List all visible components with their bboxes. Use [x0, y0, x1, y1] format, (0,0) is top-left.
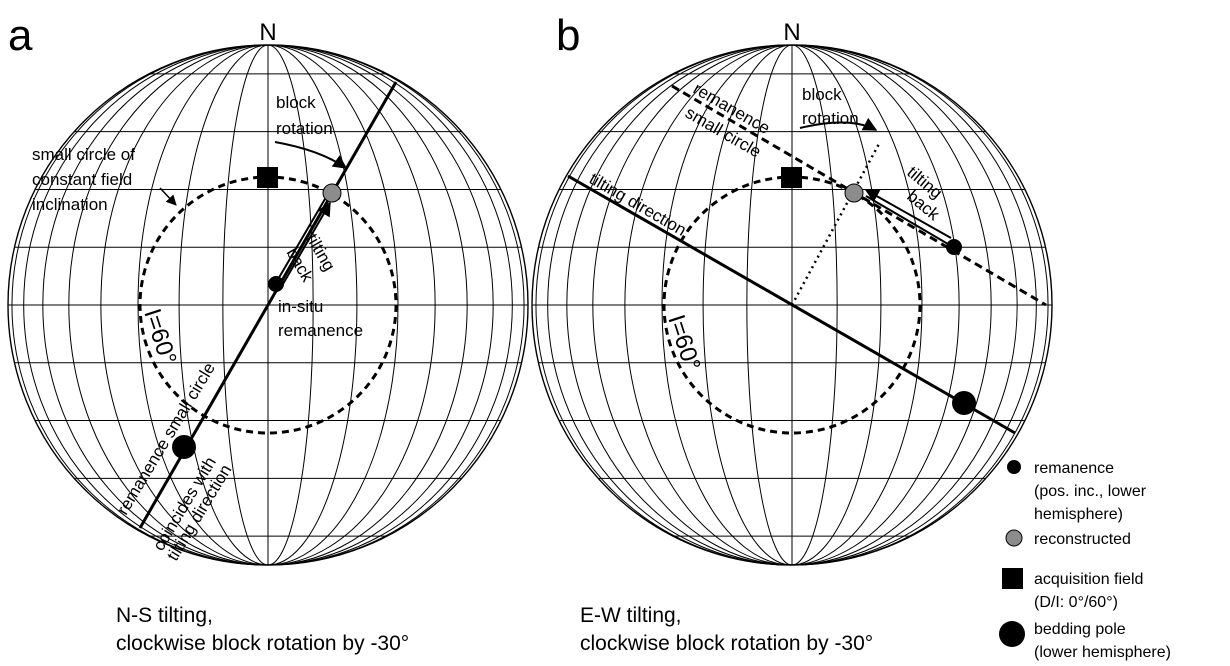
legend-acquisition-symbol — [1002, 568, 1023, 589]
legend-bedding-label-1: bedding pole — [1034, 621, 1126, 638]
dotted-reference-line-b — [790, 141, 882, 306]
insitu-label-a-2: remanence — [278, 321, 363, 340]
legend-acquisition-label-2: (D/I: 0°/60°) — [1034, 594, 1118, 611]
legend-bedding-label-2: (lower hemisphere) — [1034, 644, 1171, 661]
legend: remanence (pos. inc., lower hemisphere) … — [999, 460, 1171, 661]
panel-b-letter: b — [556, 11, 580, 60]
reconstructed-point-b — [844, 183, 864, 203]
caption-a-2: clockwise block rotation by -30° — [116, 632, 409, 655]
stereonet-grid-a — [7, 44, 529, 566]
bedding-pole-point-a — [172, 435, 196, 459]
block-rotation-label-a-2: rotation — [276, 119, 333, 138]
small-circle-label-a-1: small circle of — [32, 145, 135, 164]
legend-reconstructed-label: reconstructed — [1034, 531, 1131, 548]
legend-acquisition-label-1: acquisition field — [1034, 571, 1143, 588]
panel-a-letter: a — [8, 11, 33, 60]
block-rotation-arrow-b — [799, 117, 878, 131]
panel-a-north-label: N — [259, 19, 276, 46]
legend-remanence-label-1: remanence — [1034, 460, 1114, 477]
insitu-remanence-point-a — [268, 276, 284, 292]
block-rotation-arrow-a — [274, 141, 348, 169]
panel-b-north-label: N — [783, 19, 800, 46]
reconstructed-point-a — [322, 183, 342, 203]
legend-reconstructed-symbol — [1005, 529, 1023, 547]
legend-remanence-label-2: (pos. inc., lower — [1034, 483, 1147, 500]
legend-remanence-symbol — [1007, 460, 1021, 474]
caption-b-2: clockwise block rotation by -30° — [580, 632, 873, 655]
panel-a: a N block rotation small circle of const… — [7, 11, 529, 655]
legend-bedding-symbol — [999, 621, 1025, 647]
tilting-back-arrow-b — [865, 195, 949, 245]
block-rotation-label-b-2: rotation — [802, 109, 859, 128]
legend-remanence-label-3: hemisphere) — [1034, 506, 1123, 523]
block-rotation-label-a-1: block — [276, 93, 316, 112]
remanence-small-circle-line-b — [671, 84, 1047, 307]
acquisition-field-square-a — [257, 167, 278, 188]
insitu-label-a-1: in-situ — [278, 297, 323, 316]
caption-a-1: N-S tilting, — [116, 604, 213, 627]
caption-b-1: E-W tilting, — [580, 604, 682, 627]
stereonet-grid-b — [531, 44, 1053, 566]
insitu-remanence-point-b — [946, 239, 962, 255]
tilting-back-arrow-a — [276, 198, 326, 282]
small-circle-label-a-2: constant field — [32, 170, 132, 189]
acquisition-field-square-b — [781, 167, 802, 188]
block-rotation-label-b-1: block — [802, 85, 842, 104]
bedding-pole-point-b — [952, 391, 976, 415]
small-circle-label-a-3: inclination — [32, 195, 108, 214]
inclination-label-a: I=60° — [138, 306, 181, 369]
panel-b: b N block rotation remanence small circl… — [531, 11, 1053, 655]
